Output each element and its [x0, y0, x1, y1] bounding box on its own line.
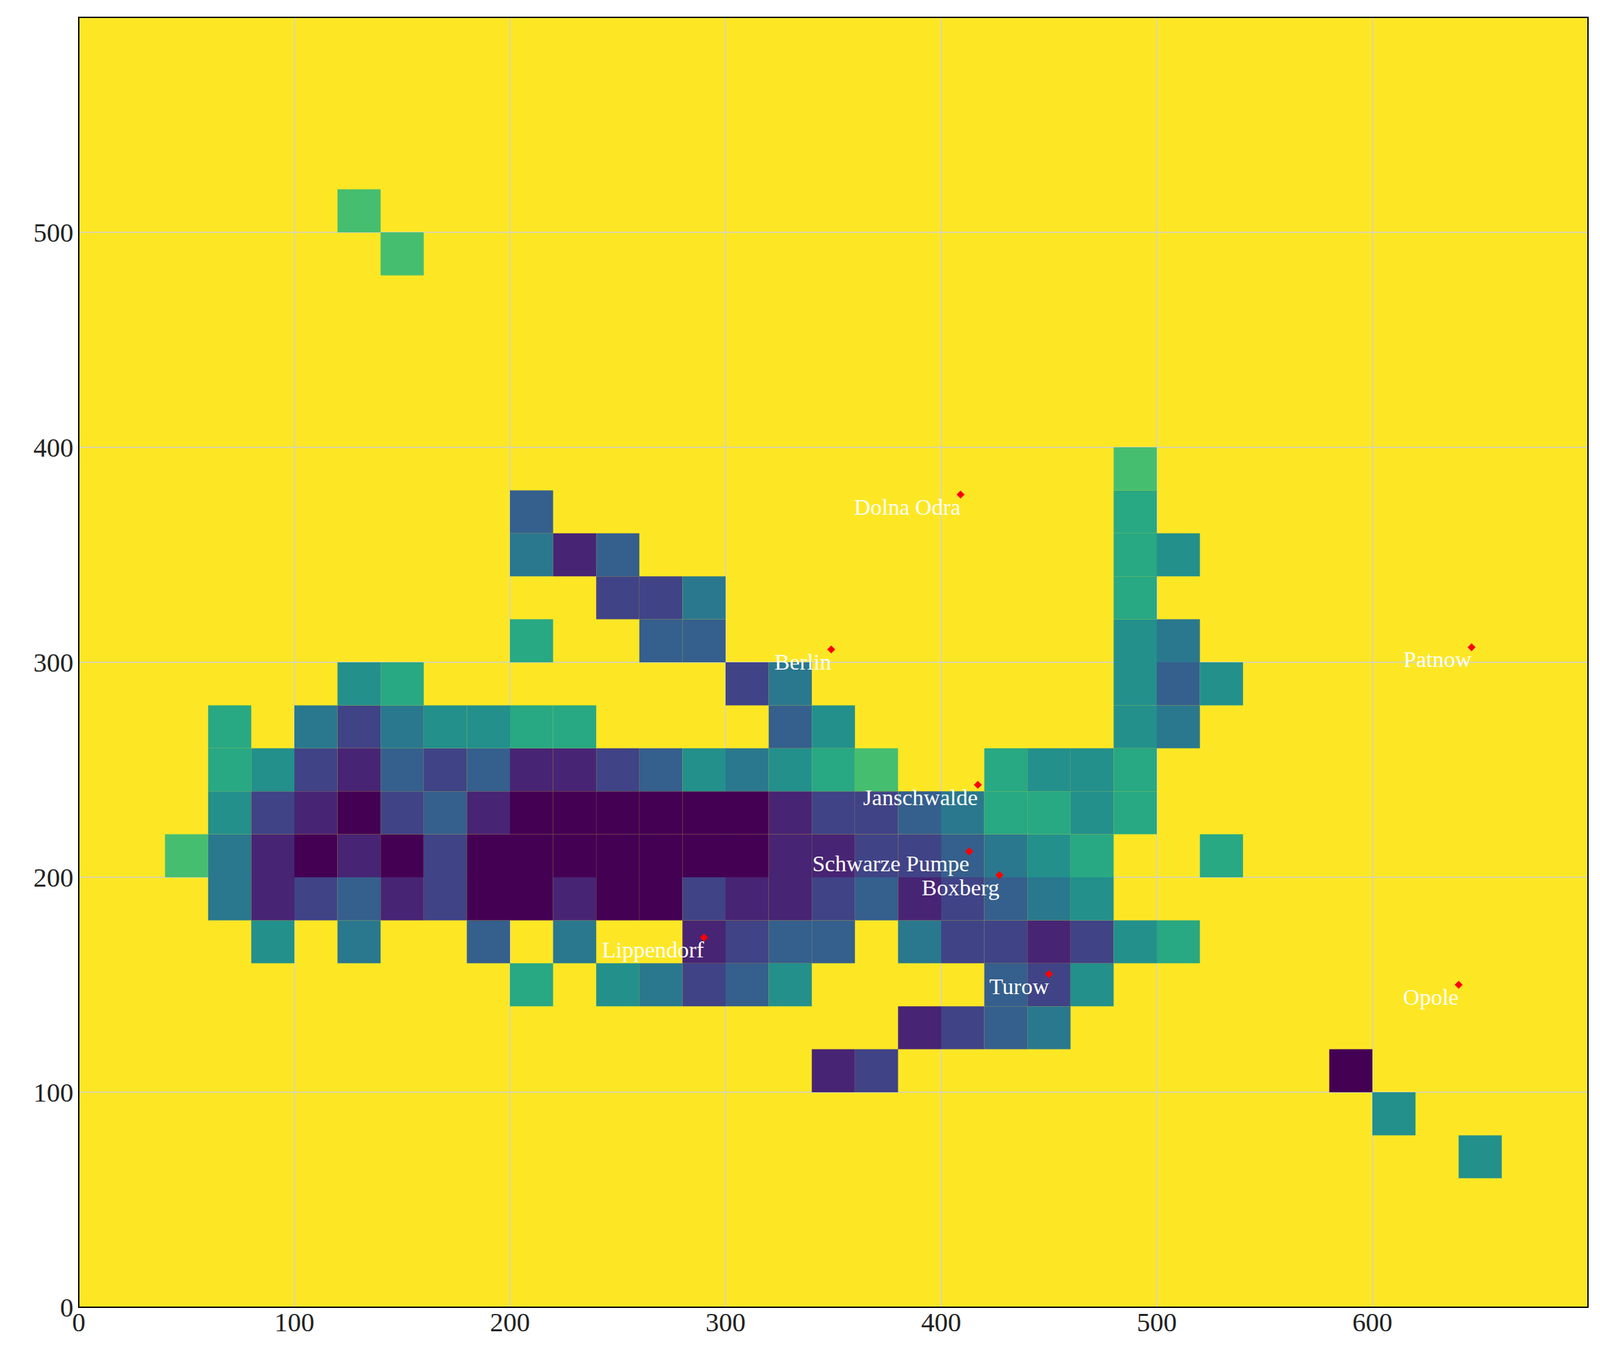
svg-text:Dolna Odra: Dolna Odra [854, 494, 962, 520]
svg-text:600: 600 [1352, 1306, 1393, 1338]
svg-text:Boxberg: Boxberg [921, 875, 1000, 900]
svg-text:Opole: Opole [1403, 984, 1459, 1010]
svg-text:500: 500 [1136, 1306, 1177, 1338]
svg-text:100: 100 [274, 1306, 315, 1338]
svg-text:Patnow: Patnow [1403, 646, 1472, 672]
svg-text:Janschwalde: Janschwalde [863, 784, 978, 810]
svg-text:Lippendorf: Lippendorf [602, 937, 705, 962]
svg-text:200: 200 [489, 1306, 530, 1338]
svg-text:0: 0 [72, 1306, 86, 1338]
svg-text:200: 200 [33, 862, 74, 893]
svg-text:Berlin: Berlin [774, 649, 832, 675]
svg-text:Schwarze Pumpe: Schwarze Pumpe [812, 851, 970, 876]
svg-text:100: 100 [33, 1077, 74, 1108]
svg-text:Turow: Turow [989, 973, 1050, 999]
svg-text:400: 400 [33, 432, 74, 463]
svg-text:400: 400 [921, 1306, 962, 1338]
svg-text:500: 500 [33, 217, 74, 248]
svg-text:300: 300 [705, 1306, 746, 1338]
svg-text:0: 0 [60, 1292, 74, 1323]
svg-text:300: 300 [33, 647, 74, 678]
